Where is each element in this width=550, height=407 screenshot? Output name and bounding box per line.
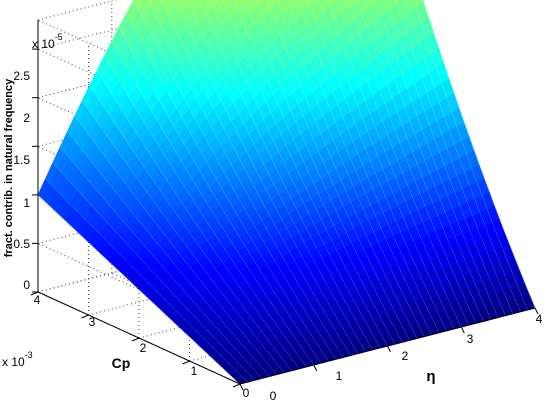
surface-mesh-line [422,0,536,309]
z-multiplier: x 10-5 [32,32,63,51]
surface-mesh-line [394,0,514,314]
surface-mesh-line [126,13,329,362]
surface-mesh-line [385,0,506,316]
z-tick-label: 2.5 [13,69,30,83]
surface-mesh-line [186,0,366,352]
eta-tick-mark [387,345,391,353]
z-tick-label: 2 [23,111,30,125]
surface-mesh-line [356,0,484,322]
surface-cell [160,0,168,7]
surface-mesh-line [413,0,528,310]
surface-mesh-line [327,0,462,328]
surface-cell [186,0,193,6]
surface-mesh-line [286,0,433,335]
z-tick-label: 1 [23,196,30,210]
surface-mesh-line [198,0,374,350]
surface-mesh-line [173,0,359,354]
surface-mesh-line [82,100,285,373]
surface-mesh-line [74,115,278,375]
surface-mesh-line [347,0,477,324]
cp-tick-label: 1 [191,364,198,378]
surface-mesh-line [111,41,315,366]
axes [30,20,539,391]
cp-multiplier: x 10-3 [2,350,33,369]
surface-mesh-line [376,0,499,318]
surface-mesh-line [297,0,440,333]
cp-tick-label: 0 [243,386,250,400]
surface-mesh-line [233,0,396,345]
surface-mesh-line [96,70,300,369]
surface-mesh-line [307,0,447,331]
surface-mesh [37,0,536,385]
cp-tick-label: 4 [34,293,41,307]
cp-axis-label: Cp [112,355,131,371]
cp-multiplier-exp: -3 [25,350,33,360]
eta-tick-label: 3 [467,332,474,346]
surface-mesh-line [404,0,521,312]
z-multiplier-base: x 10 [32,37,55,51]
cp-tick-label: 2 [140,341,147,355]
eta-axis-label: η [426,368,435,385]
surface-cell [173,0,180,6]
cp-tick-mark [131,337,140,342]
eta-tick-mark [313,364,318,372]
surface-cell [147,0,157,8]
surface-mesh-line [160,0,351,356]
surface-mesh-line [52,162,255,381]
eta-tick-labels: 0 1 2 3 4 [270,312,543,403]
surface-mesh-line [45,178,248,383]
eta-tick-label: 2 [402,349,409,363]
eta-tick-mark [534,307,539,315]
eta-tick-label: 0 [270,389,277,403]
surface-mesh-line [337,0,469,326]
cp-multiplier-base: x 10 [2,355,25,369]
surface-mesh-line [265,0,418,339]
surface-mesh-line [89,85,292,371]
surface-mesh-line [37,194,241,385]
z-tick-label: 1.5 [13,153,30,167]
surface-mesh-line [147,0,344,358]
surface-mesh-line [210,0,381,349]
cp-tick-labels: 0 1 2 3 4 [34,293,250,400]
eta-tick-mark [460,326,465,334]
surface-mesh-line [133,0,337,360]
cp-tick-mark [182,360,190,365]
surface-mesh-line [366,0,492,320]
surface-mesh-line [276,0,425,337]
z-multiplier-exp: -5 [55,32,63,42]
cp-tick-label: 3 [89,315,96,329]
z-axis-label: fract. contrib. in natural frequency [3,78,15,257]
surface-mesh-line [59,146,263,379]
surface-mesh-line [67,131,270,377]
surface-mesh-line [118,27,322,364]
surface-mesh-line [104,55,307,368]
surface-mesh-line [317,0,455,330]
cp-tick-mark [81,314,89,319]
surface-cell [198,0,206,7]
eta-tick-mark [239,383,244,391]
surface-mesh-line [244,0,403,343]
surface-mesh-line [221,0,388,347]
z-tick-label: 0.5 [13,237,30,251]
z-tick-label: 0 [23,278,30,292]
cp-tick-mark [232,383,241,388]
z-tick-labels: 0 0.5 1 1.5 2 2.5 [13,69,30,292]
eta-tick-label: 1 [336,369,343,383]
eta-tick-label: 4 [536,312,543,326]
surface-mesh-line [255,0,410,341]
